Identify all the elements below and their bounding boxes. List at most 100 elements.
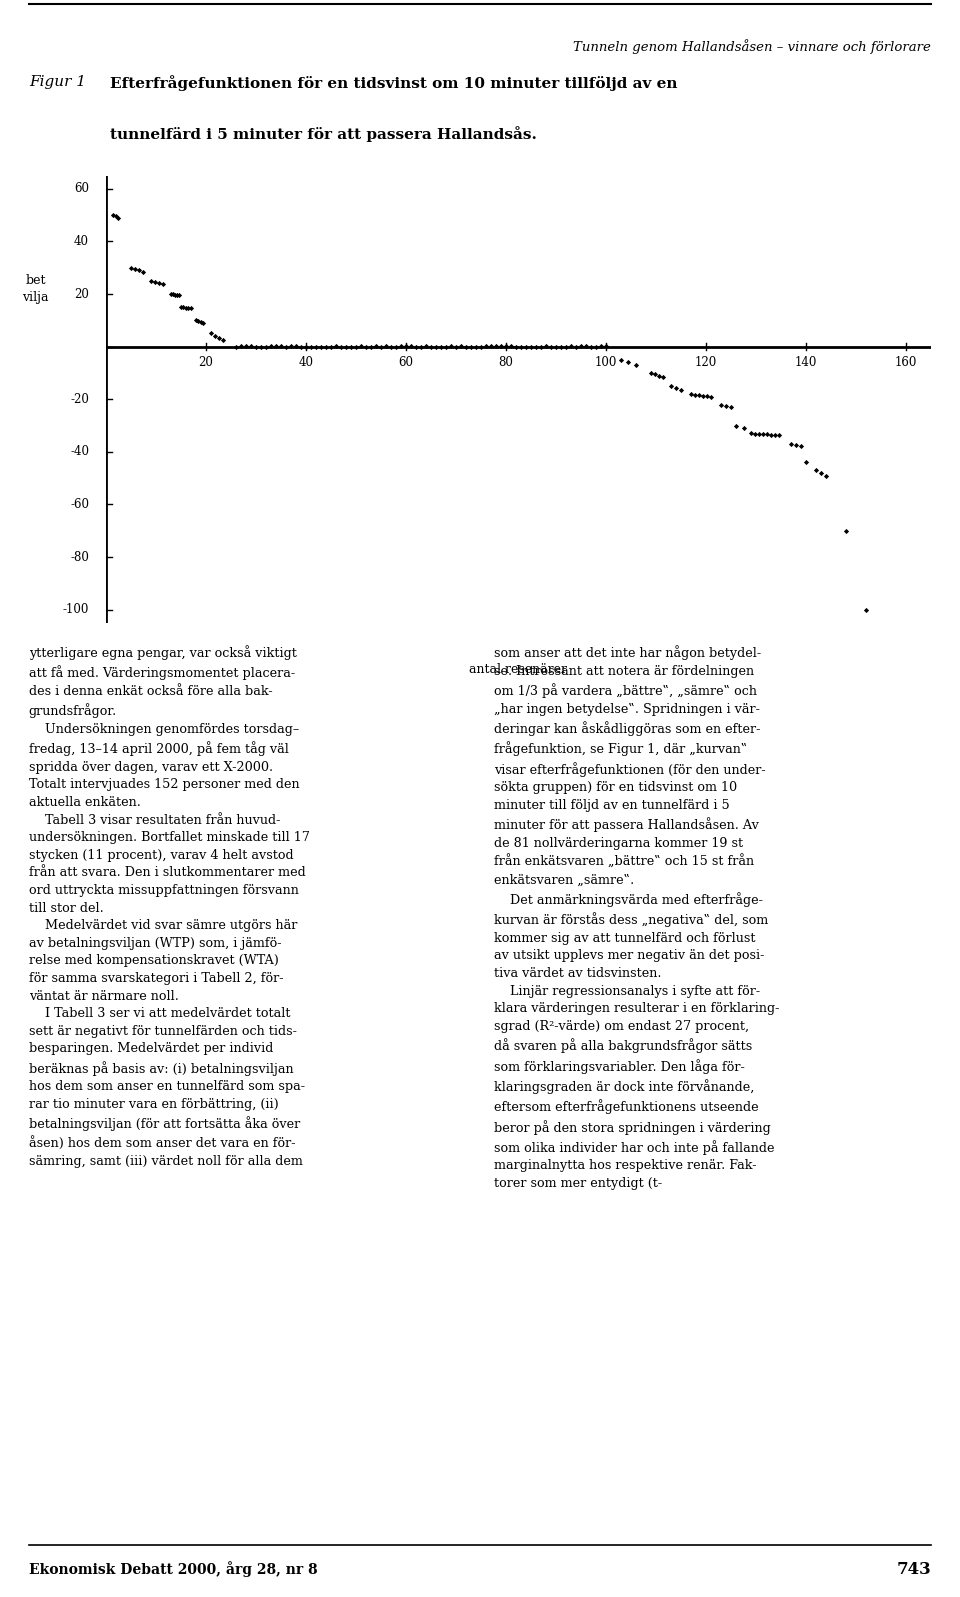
Text: 140: 140 bbox=[795, 356, 817, 369]
Point bbox=[643, 361, 659, 386]
Point bbox=[736, 415, 752, 441]
Point bbox=[318, 334, 333, 359]
Point bbox=[651, 363, 666, 388]
Point bbox=[458, 334, 473, 359]
Point bbox=[155, 271, 170, 297]
Point bbox=[343, 334, 358, 359]
Point bbox=[743, 420, 758, 446]
Point bbox=[178, 295, 193, 321]
Point bbox=[695, 383, 710, 409]
Point bbox=[398, 334, 414, 359]
Point bbox=[523, 334, 539, 359]
Point bbox=[419, 334, 434, 359]
Text: 80: 80 bbox=[498, 356, 514, 369]
Point bbox=[448, 334, 464, 359]
Point bbox=[724, 394, 739, 420]
Point bbox=[588, 335, 604, 361]
Text: ytterligare egna pengar, var också viktigt
att få med. Värderingsmomentet placer: ytterligare egna pengar, var också vikti… bbox=[29, 645, 310, 1167]
Point bbox=[621, 350, 636, 375]
Text: Ekonomisk Debatt 2000, årg 28, nr 8: Ekonomisk Debatt 2000, årg 28, nr 8 bbox=[29, 1562, 318, 1578]
Text: 20: 20 bbox=[198, 356, 213, 369]
Point bbox=[147, 270, 162, 295]
Text: antal resenärer: antal resenärer bbox=[469, 663, 567, 676]
Point bbox=[433, 334, 448, 359]
Point bbox=[308, 334, 324, 359]
Point bbox=[233, 334, 249, 359]
Point bbox=[110, 204, 126, 230]
Point bbox=[493, 334, 509, 359]
Text: 40: 40 bbox=[74, 235, 89, 248]
Point bbox=[228, 334, 244, 359]
Point bbox=[243, 334, 258, 359]
Point bbox=[473, 334, 489, 359]
Point bbox=[498, 334, 514, 359]
Point bbox=[423, 334, 439, 359]
Text: tunnelfärd i 5 minuter för att passera Hallandsås.: tunnelfärd i 5 minuter för att passera H… bbox=[110, 126, 537, 142]
Point bbox=[131, 257, 146, 283]
Text: -40: -40 bbox=[70, 446, 89, 458]
Point bbox=[188, 308, 204, 334]
Point bbox=[819, 463, 834, 489]
Point bbox=[858, 597, 874, 623]
Point bbox=[108, 204, 123, 230]
Text: 20: 20 bbox=[74, 287, 89, 300]
Text: Tunneln genom Hallandsåsen – vinnare och förlorare: Tunneln genom Hallandsåsen – vinnare och… bbox=[573, 40, 931, 54]
Point bbox=[684, 382, 699, 407]
Point bbox=[713, 391, 729, 417]
Point bbox=[338, 334, 353, 359]
Point bbox=[258, 334, 274, 359]
Point bbox=[548, 334, 564, 359]
Point bbox=[193, 310, 208, 335]
Point bbox=[273, 334, 288, 359]
Point bbox=[313, 334, 328, 359]
Point bbox=[483, 334, 498, 359]
Text: -60: -60 bbox=[70, 498, 89, 511]
Text: -80: -80 bbox=[70, 551, 89, 564]
Point bbox=[403, 334, 419, 359]
Point bbox=[438, 335, 453, 361]
Point bbox=[248, 334, 263, 359]
Point bbox=[151, 270, 166, 295]
Point bbox=[328, 334, 344, 359]
Point bbox=[165, 281, 180, 307]
Point bbox=[106, 203, 121, 228]
Point bbox=[628, 353, 643, 378]
Point bbox=[463, 334, 478, 359]
Text: -20: -20 bbox=[70, 393, 89, 406]
Point bbox=[211, 324, 227, 350]
Point bbox=[333, 334, 348, 359]
Point bbox=[373, 335, 389, 361]
Point bbox=[598, 334, 613, 359]
Point bbox=[268, 334, 283, 359]
Point bbox=[647, 361, 662, 386]
Point bbox=[578, 334, 593, 359]
Point bbox=[383, 334, 398, 359]
Point bbox=[593, 334, 609, 359]
Point bbox=[468, 334, 484, 359]
Point bbox=[368, 334, 383, 359]
Point bbox=[788, 431, 804, 457]
Point bbox=[838, 517, 853, 543]
Point bbox=[808, 457, 824, 482]
Point bbox=[408, 334, 423, 359]
Point bbox=[444, 334, 459, 359]
Point bbox=[568, 334, 584, 359]
Text: Figur 1: Figur 1 bbox=[29, 75, 85, 89]
Point bbox=[564, 334, 579, 359]
Text: bet
vilja: bet vilja bbox=[22, 275, 49, 303]
Point bbox=[278, 335, 294, 361]
Point bbox=[539, 334, 554, 359]
Point bbox=[215, 327, 230, 353]
Point bbox=[413, 334, 428, 359]
Point bbox=[729, 412, 744, 438]
Point bbox=[573, 334, 588, 359]
Point bbox=[298, 334, 313, 359]
Point bbox=[756, 422, 771, 447]
Point bbox=[183, 295, 199, 321]
Point bbox=[668, 375, 684, 401]
Text: -100: -100 bbox=[62, 604, 89, 616]
Point bbox=[207, 323, 223, 348]
Point bbox=[167, 281, 182, 307]
Point bbox=[687, 382, 703, 407]
Point bbox=[180, 295, 196, 321]
